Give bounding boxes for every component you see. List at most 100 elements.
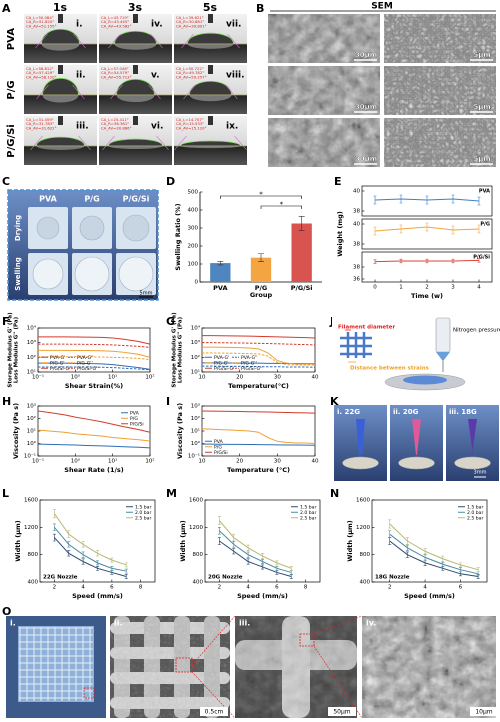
error-bar [52,509,56,519]
zoom-line [191,615,236,666]
error-bar [261,559,264,564]
series-line [389,540,479,578]
error-bar [96,560,99,566]
sample-disk [118,256,154,292]
legend-label: 2.5 bar [467,515,483,521]
contact-angle: CA_L=50.084° [26,15,54,20]
tangent [102,135,115,151]
legend-label: P/G [214,444,222,450]
y-tick-label: 10¹ [27,369,36,376]
x-axis-label: Temperature(°C) [228,382,289,390]
sample-disk [32,258,64,290]
legend-label: 1.5 bar [467,504,483,510]
zoom-line [313,645,363,719]
y-axis-label: Storage Modulus G' (Pa) [8,312,14,388]
series-label: P/G [480,222,490,228]
contact-angle: CA_R=36.361° [101,121,129,126]
y-tick-label: 800 [193,552,204,558]
panel-letter: K [330,395,339,408]
error-bar [477,196,481,206]
droplet [114,31,157,44]
panel-letter: O [2,605,11,618]
error-bar [399,258,403,264]
series-line [53,527,127,572]
droplet [116,79,155,95]
legend-label: P/G [130,416,138,422]
tangent [35,33,48,49]
error-bar [425,195,429,205]
series-line [38,336,151,345]
x-tick-label: 4 [477,285,481,291]
legend-label: PVA-G' [50,355,65,361]
droplet [41,29,80,44]
error-bar [81,541,85,548]
sample-disk [74,256,110,292]
x-tick-label: 10⁻¹ [32,458,44,465]
y-axis-label: Swelling Ratio (%) [174,203,182,270]
error-bar [258,253,264,262]
image-index: iii. [76,122,89,132]
scale-bar-label: 0.5cm [205,709,224,716]
y-tick-label: 1200 [189,525,203,531]
nozzle-tip [356,419,365,455]
error-bar [217,516,221,525]
contour [180,140,241,147]
sample-disk [79,215,105,241]
tangent [30,135,43,151]
print-sample [18,626,94,702]
contact-angle: CA_L=58.812° [26,66,54,71]
image-index: vi. [151,122,163,132]
contact-angle: CA_R=15.533° [176,121,204,126]
contour [36,136,85,147]
time-label: 1s [53,1,68,14]
error-bar [246,544,250,551]
error-bar [477,258,481,263]
contact-angle: CA_AV=39.801° [176,23,207,28]
scale-bar-label: 50μm [333,709,350,716]
droplet [180,141,241,146]
x-axis-label: Temperature (°C) [227,466,290,474]
error-bar [399,224,403,234]
contact-angle: CA_R=43.445° [101,19,129,24]
sem-title: SEM [371,2,393,12]
contact-angle: CA_L=14.707° [176,117,204,122]
annotation: 18G Nozzle [375,575,410,581]
error-bar [110,565,114,571]
contact-angle: CA_R=57.429° [26,70,54,75]
column-label: P/G/Si [123,195,150,204]
series-label: P/G/Si [473,255,490,261]
x-tick-label: 2 [218,585,222,591]
legend-label: P/G/Si-G'' [241,366,263,372]
significance-bracket [220,195,302,199]
error-bar [405,551,409,558]
scale-bar-label: 5μm [473,155,490,163]
y-tick-label: 1600 [24,498,38,504]
error-bar [261,553,264,560]
photo-label: iii. 18G [449,408,477,416]
tangent [156,135,169,151]
y-tick-label: 100 [188,262,199,268]
sem-texture [362,616,496,718]
significance: * [280,201,284,209]
x-tick-label: 20 [236,459,243,465]
legend-label: P/G-G'' [77,360,93,366]
y-tick-label: 38 [353,265,360,271]
droplet-reflection [180,145,241,149]
x-tick-label: 2 [425,285,429,291]
sem-texture [268,66,380,115]
legend-label: 2.0 bar [467,510,483,516]
contact-angle: CA_AV=51.155° [26,23,57,28]
y-axis-label: Storage Modulus G' (Pa) [172,312,178,388]
distance-label: Distance between strains [350,366,430,372]
error-bar [124,562,128,568]
y-tick-label: 10⁻¹ [24,453,36,460]
y-tick-label: 400 [193,580,204,586]
error-bar [405,537,409,545]
error-bar [476,567,480,573]
series-line [54,537,127,578]
contact-angle: CA_AV=31.622° [26,125,57,130]
x-tick-label: P/G/Si [291,284,313,292]
droplet-reflection [189,94,232,102]
tangent [148,84,161,100]
contact-angle: CA_R=51.820° [26,19,54,24]
